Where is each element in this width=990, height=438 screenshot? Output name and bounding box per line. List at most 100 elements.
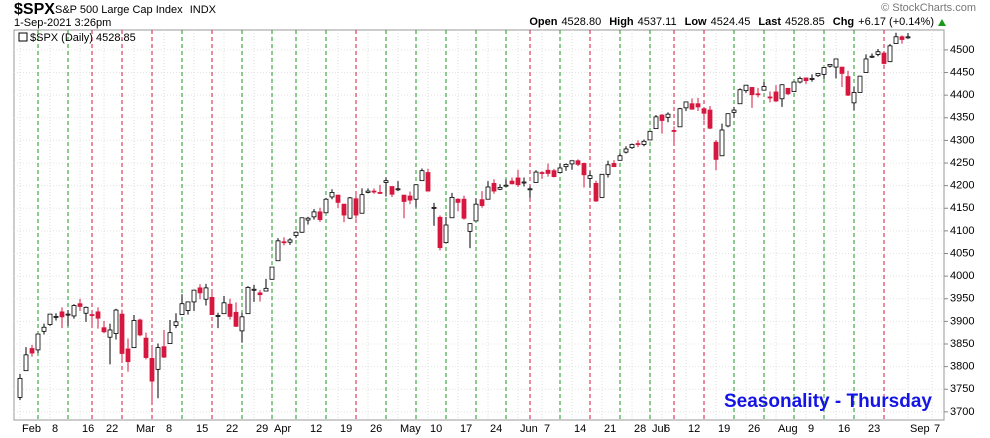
body xyxy=(629,144,635,149)
body xyxy=(275,240,281,262)
body xyxy=(899,36,905,40)
body xyxy=(329,192,335,198)
body xyxy=(863,58,869,73)
x-tick-label: 15 xyxy=(196,423,208,435)
x-tick-label: 17 xyxy=(460,423,472,435)
x-tick-label: May xyxy=(400,423,421,435)
legend-swatch xyxy=(18,32,28,42)
body xyxy=(821,67,827,75)
body xyxy=(71,305,77,317)
x-tick-label: 28 xyxy=(634,423,646,435)
quote-label: High xyxy=(609,16,634,28)
body xyxy=(323,198,329,214)
body xyxy=(413,184,419,200)
body xyxy=(755,93,761,96)
body xyxy=(791,81,797,92)
body xyxy=(545,169,551,174)
body xyxy=(137,319,143,336)
body xyxy=(575,160,581,165)
body xyxy=(647,130,653,141)
annotation: Seasonality - Thursday xyxy=(724,391,932,412)
body xyxy=(797,78,803,83)
legend: $SPX (Daily) 4528.85 xyxy=(30,32,136,44)
body xyxy=(341,203,347,216)
body xyxy=(905,36,911,39)
body xyxy=(395,188,401,191)
x-tick-label: 8 xyxy=(52,423,58,435)
body xyxy=(533,171,539,183)
body xyxy=(833,58,839,68)
body xyxy=(53,315,59,318)
x-tick-label: 7 xyxy=(544,423,550,435)
x-tick-label: Sep xyxy=(910,423,930,435)
y-tick-label: 4450 xyxy=(950,66,974,78)
x-tick-label: 19 xyxy=(718,423,730,435)
y-tick-label: 3800 xyxy=(950,361,974,373)
body xyxy=(65,313,71,316)
x-tick-label: 16 xyxy=(82,423,94,435)
body xyxy=(353,198,359,216)
y-tick-label: 4300 xyxy=(950,134,974,146)
x-tick-label: 12 xyxy=(688,423,700,435)
body xyxy=(683,101,689,109)
body xyxy=(449,197,455,219)
body xyxy=(527,188,533,191)
y-tick-label: 4000 xyxy=(950,270,974,282)
body xyxy=(293,231,299,236)
body xyxy=(491,182,497,192)
body xyxy=(443,224,449,244)
body xyxy=(125,348,131,363)
x-tick-label: Feb xyxy=(22,423,41,435)
body xyxy=(221,302,227,315)
body xyxy=(473,203,479,222)
y-tick-label: 4500 xyxy=(950,44,974,56)
body xyxy=(749,87,755,96)
body xyxy=(131,320,137,349)
body xyxy=(437,216,443,249)
body xyxy=(665,113,671,118)
y-tick-label: 3850 xyxy=(950,338,974,350)
body xyxy=(149,358,155,382)
x-tick-label: 6 xyxy=(664,423,670,435)
body xyxy=(581,163,587,176)
body xyxy=(707,109,713,129)
body xyxy=(815,73,821,77)
body xyxy=(503,184,509,187)
body xyxy=(875,51,881,55)
body xyxy=(677,108,683,128)
body xyxy=(83,306,89,314)
body xyxy=(563,163,569,168)
up-arrow xyxy=(938,19,946,26)
body xyxy=(779,84,785,100)
body xyxy=(593,182,599,202)
quote-label: Open xyxy=(529,16,557,28)
body xyxy=(761,86,767,91)
x-tick-label: 14 xyxy=(574,423,586,435)
body xyxy=(269,266,275,280)
index-name: S&P 500 Large Cap Index INDX xyxy=(55,4,217,16)
x-tick-label: 24 xyxy=(490,423,502,435)
body xyxy=(407,195,413,201)
y-tick-label: 4050 xyxy=(950,247,974,259)
grid xyxy=(14,30,948,420)
quote-value: 4528.85 xyxy=(785,16,825,28)
body xyxy=(365,190,371,193)
body xyxy=(77,303,83,307)
body xyxy=(509,180,515,185)
x-tick-label: 29 xyxy=(256,423,268,435)
x-tick-label: 16 xyxy=(838,423,850,435)
y-tick-label: 3750 xyxy=(950,383,974,395)
body xyxy=(317,211,323,220)
body xyxy=(389,186,395,195)
body xyxy=(773,91,779,102)
body xyxy=(569,160,575,165)
body xyxy=(869,55,875,58)
body xyxy=(845,76,851,96)
body xyxy=(701,108,707,114)
y-tick-label: 3900 xyxy=(950,315,974,327)
body xyxy=(809,78,815,80)
body xyxy=(245,287,251,315)
body xyxy=(101,327,107,333)
x-tick-label: Aug xyxy=(778,423,798,435)
